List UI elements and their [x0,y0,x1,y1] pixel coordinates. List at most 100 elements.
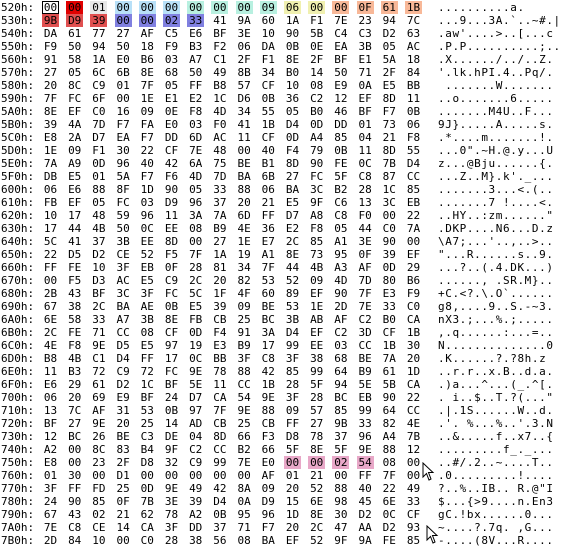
hex-byte[interactable]: 6E [382,495,396,508]
hex-byte[interactable]: 0F [116,495,130,508]
hex-byte[interactable]: F0 [358,209,372,222]
hex-row[interactable]: 7B0h: 2D 84 10 00 C0 28 38 56 08 BA EF 52 9F 9A FE 85 -..… [0,534,566,547]
hex-byte[interactable]: 1B [405,1,422,14]
hex-byte[interactable]: 7E [189,144,203,157]
hex-byte[interactable]: C3 [140,430,154,443]
hex-row[interactable]: 7A0h: 7E C8 CE 14 CA 3F DD 37 71 F7 20 2C 47 AA D2 93 ~..… [0,521,566,534]
hex-byte[interactable]: 8B [237,66,251,79]
hex-byte[interactable]: 31 [116,404,130,417]
hex-byte[interactable]: 5F [334,443,348,456]
hex-byte[interactable]: FE [68,261,82,274]
hex-row[interactable]: 770h: 3F FF FD 25 0D 9E 49 42 8A 09 20 52 88 40 22 49?..… [0,482,566,495]
hex-byte[interactable]: 5F [310,378,324,391]
hex-byte[interactable]: 00 [116,534,130,547]
hex-byte[interactable]: 3F [140,287,154,300]
hex-byte[interactable]: 87 [382,170,396,183]
hex-byte[interactable]: 50 [189,66,203,79]
ascii-column[interactable]: .......W....... [438,79,554,92]
hex-byte[interactable]: 88 [92,183,106,196]
hex-byte[interactable]: 7F [213,404,227,417]
ascii-column[interactable]: ...Z..M}.k'._... [438,170,554,183]
hex-byte[interactable]: 10 [43,209,58,222]
hex-byte[interactable]: B9 [213,222,227,235]
hex-byte[interactable]: 9E [92,417,106,430]
hex-byte[interactable]: 21 [261,196,275,209]
hex-byte[interactable]: 2C [43,326,58,339]
hex-byte[interactable]: 0B [164,404,179,417]
hex-byte[interactable]: 69 [92,391,106,404]
hex-byte[interactable]: 16 [116,105,130,118]
hex-byte[interactable]: 5F [285,443,300,456]
hex-byte[interactable]: 3F [237,352,251,365]
hex-byte[interactable]: C6 [334,196,348,209]
hex-byte[interactable]: 36 [285,92,300,105]
hex-byte[interactable]: 37 [213,521,227,534]
hex-byte[interactable]: 5E [358,378,372,391]
hex-byte[interactable]: 28 [358,183,372,196]
hex-byte[interactable]: D2 [358,508,372,521]
hex-byte[interactable]: 50 [116,40,130,53]
hex-row[interactable]: 5D0h: 1E 09 F1 30 22 CF 7E 48 00 40 F4 79 0B 11 8D 55...… [0,144,566,157]
hex-row[interactable]: 780h: 24 90 85 0F 7B 3E 39 D4 0A D9 15 6E 98 45 6E 33 $..… [0,495,566,508]
hex-byte[interactable]: 3A [189,209,203,222]
hex-byte[interactable]: C2 [358,313,372,326]
hex-byte[interactable]: FF [43,261,58,274]
hex-byte[interactable]: EE [310,339,324,352]
hex-byte[interactable]: E5 [140,274,154,287]
hex-byte[interactable]: BE [358,352,372,365]
hex-byte[interactable]: 10 [92,534,106,547]
hex-byte[interactable]: E2 [189,92,203,105]
hex-byte[interactable]: 4D [189,170,203,183]
hex-byte[interactable]: D8 [140,456,154,469]
hex-byte[interactable]: 9E [189,365,203,378]
hex-byte[interactable]: 2F [116,456,130,469]
hex-byte[interactable]: 25 [116,482,130,495]
ascii-column[interactable]: .'. %...%..'.3.N [438,417,554,430]
hex-byte[interactable]: 85 [406,183,421,196]
hex-byte[interactable]: 00 [284,456,301,469]
hex-byte[interactable]: 1D [140,183,154,196]
hex-byte[interactable]: 20 [406,352,421,365]
hex-byte[interactable]: 49 [189,482,203,495]
hex-byte[interactable]: 53 [261,274,275,287]
hex-byte[interactable]: 7B [406,430,421,443]
hex-byte[interactable]: 1E [43,144,58,157]
hex-row[interactable]: 550h: F9 50 94 50 18 F9 B3 F2 06 DA 0B 0E EA 3B 05 AC .P.… [0,40,566,53]
hex-byte[interactable]: F7 [116,118,130,131]
ascii-column[interactable]: ..........a. [438,1,525,14]
hex-row[interactable]: 560h: 91 58 1A E0 B6 03 A7 C1 2F F1 8E 2F BF E1 5A 18 .X.… [0,53,566,66]
hex-row[interactable]: 600h: 06 E6 88 8F 1D 90 05 33 88 06 BA 3C B2 28 1C 85...… [0,183,566,196]
hex-byte[interactable]: 20 [43,79,58,92]
hex-byte[interactable]: 37 [213,196,227,209]
hex-byte[interactable]: 24 [43,495,58,508]
hex-byte[interactable]: 96 [140,209,154,222]
ascii-column[interactable]: .|.1S......W..d. [438,404,554,417]
hex-byte[interactable]: D4 [213,495,227,508]
hex-byte[interactable]: C0 [406,300,421,313]
hex-byte[interactable]: 7E [43,521,58,534]
ascii-column[interactable]: ......, .SR.M}.. [438,274,554,287]
hex-byte[interactable]: 3E [237,27,251,40]
hex-byte[interactable]: D2 [382,521,396,534]
hex-byte[interactable]: 34 [237,105,251,118]
ascii-column[interactable]: .......M4U..F... [438,105,554,118]
hex-byte[interactable]: 00 [189,235,203,248]
hex-byte[interactable]: 09 [237,300,251,313]
hex-byte[interactable]: 39 [382,248,396,261]
hex-byte[interactable]: 00 [92,469,106,482]
hex-byte[interactable]: C5 [164,27,179,40]
hex-byte[interactable]: CF [261,79,275,92]
hex-byte[interactable]: BE [237,157,251,170]
hex-byte[interactable]: 85 [285,365,300,378]
hex-byte[interactable]: 14 [164,417,179,430]
hex-byte[interactable]: 58 [68,313,82,326]
hex-byte[interactable]: 27 [68,417,82,430]
hex-byte[interactable]: 9B [334,417,348,430]
hex-byte[interactable]: 00 [138,1,156,14]
hex-byte[interactable]: C8 [261,352,275,365]
hex-byte[interactable]: AF [334,313,348,326]
hex-byte[interactable]: 64 [382,404,396,417]
hex-byte[interactable]: 1A [285,14,300,27]
hex-byte[interactable]: 33 [213,183,227,196]
hex-byte[interactable]: CA [406,378,421,391]
